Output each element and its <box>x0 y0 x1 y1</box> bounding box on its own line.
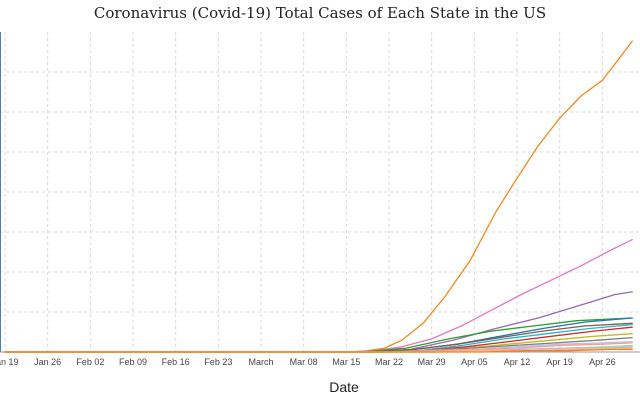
x-tick-label: Feb 16 <box>162 357 190 367</box>
x-tick-label: Jan 19 <box>0 357 19 367</box>
x-tick-label: Apr 19 <box>546 357 573 367</box>
series-line-3 <box>4 291 633 353</box>
x-tick-label: Mar 29 <box>418 357 446 367</box>
x-tick-label: Mar 15 <box>332 357 360 367</box>
series-layer <box>4 40 633 353</box>
y-axis-line <box>0 32 1 352</box>
series-line-1 <box>4 40 633 353</box>
x-tick-label: Feb 09 <box>119 357 147 367</box>
series-line-16 <box>4 348 633 353</box>
x-tick-label: Feb 23 <box>204 357 232 367</box>
x-tick-label: March <box>248 357 273 367</box>
x-tick-label: Feb 02 <box>76 357 104 367</box>
grid-layer <box>0 32 640 352</box>
x-tick-label: Jan 26 <box>34 357 61 367</box>
x-tick-layer: Jan 19 Jan 26 Feb 02 Feb 09 Feb 16 Feb 23 Marc… <box>0 357 616 367</box>
chart-title: Coronavirus (Covid-19) Total Cases of Ea… <box>94 4 546 22</box>
x-tick-label: Apr 05 <box>461 357 488 367</box>
x-tick-label: Mar 08 <box>290 357 318 367</box>
x-tick-label: Apr 12 <box>504 357 531 367</box>
x-tick-label: Mar 22 <box>375 357 403 367</box>
x-tick-label: Apr 26 <box>589 357 616 367</box>
x-axis-label: Date <box>329 379 359 395</box>
